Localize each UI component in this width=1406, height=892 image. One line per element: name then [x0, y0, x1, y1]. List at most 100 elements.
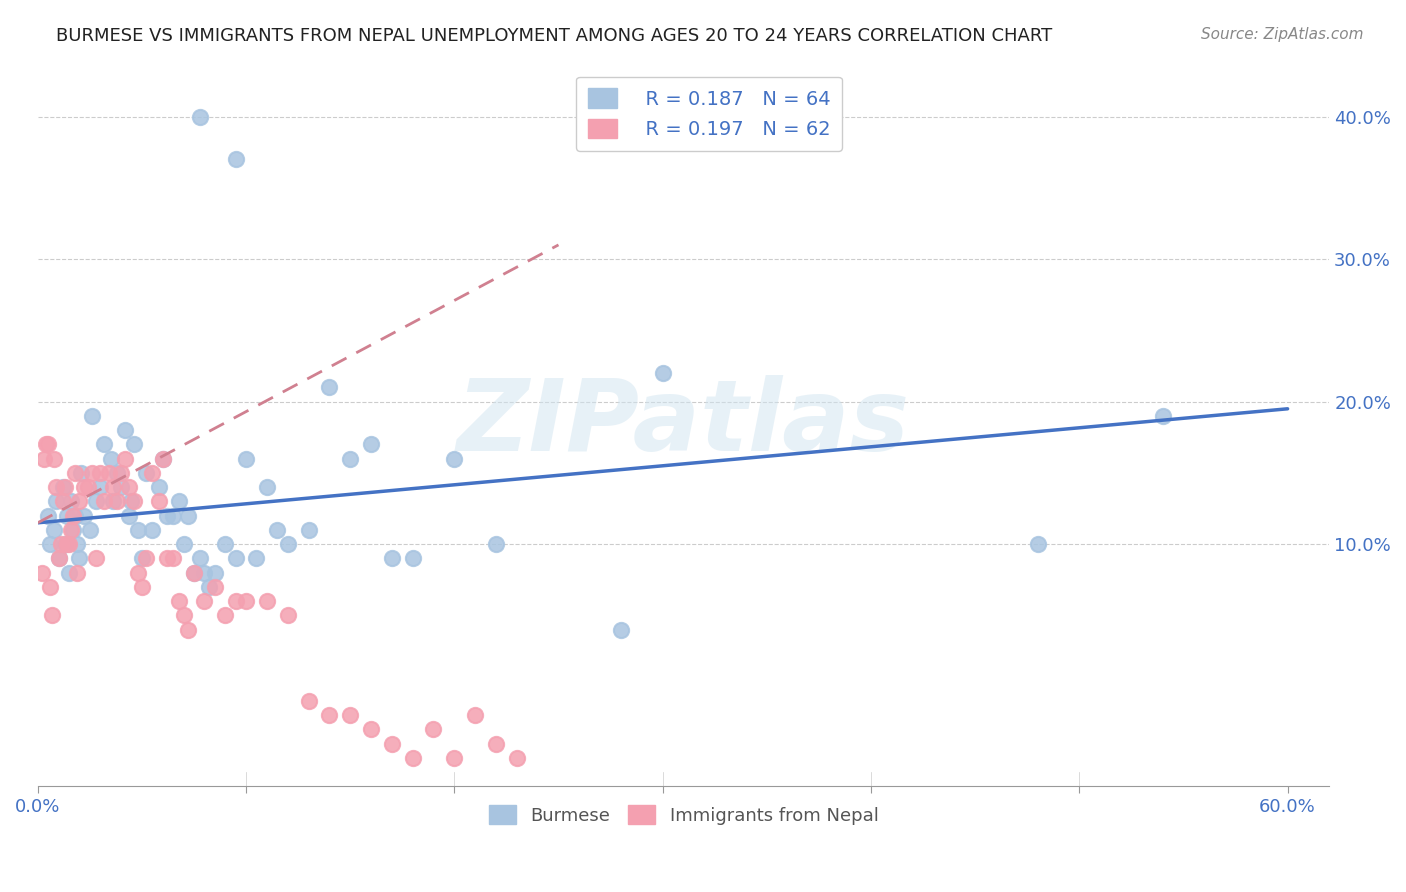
Point — [485, 537, 508, 551]
Point — [148, 480, 170, 494]
Point — [318, 708, 340, 723]
Point — [122, 437, 145, 451]
Point — [188, 110, 211, 124]
Point — [62, 508, 84, 523]
Point — [381, 737, 404, 751]
Point — [63, 508, 86, 523]
Point — [37, 437, 59, 451]
Point — [169, 594, 191, 608]
Point — [105, 466, 128, 480]
Text: ZIPatlas: ZIPatlas — [457, 375, 910, 472]
Point — [339, 708, 361, 723]
Point — [297, 523, 319, 537]
Point — [49, 537, 72, 551]
Point — [45, 480, 67, 494]
Point — [214, 608, 236, 623]
Point — [56, 537, 79, 551]
Point — [422, 723, 444, 737]
Point — [67, 494, 90, 508]
Point — [58, 566, 80, 580]
Point — [141, 523, 163, 537]
Point — [131, 551, 153, 566]
Point — [39, 580, 62, 594]
Point — [339, 451, 361, 466]
Point — [245, 551, 267, 566]
Point — [79, 523, 101, 537]
Point — [84, 494, 107, 508]
Point — [193, 594, 215, 608]
Point — [118, 508, 141, 523]
Text: BURMESE VS IMMIGRANTS FROM NEPAL UNEMPLOYMENT AMONG AGES 20 TO 24 YEARS CORRELAT: BURMESE VS IMMIGRANTS FROM NEPAL UNEMPLO… — [56, 27, 1053, 45]
Point — [48, 551, 70, 566]
Point — [32, 451, 55, 466]
Point — [277, 537, 299, 551]
Point — [176, 508, 198, 523]
Point — [84, 551, 107, 566]
Point — [156, 508, 179, 523]
Point — [225, 551, 247, 566]
Point — [122, 494, 145, 508]
Point — [197, 580, 219, 594]
Point — [402, 751, 425, 765]
Point — [70, 466, 93, 480]
Point — [63, 466, 86, 480]
Point — [610, 623, 633, 637]
Point — [100, 451, 122, 466]
Point — [114, 423, 136, 437]
Point — [256, 594, 278, 608]
Point — [131, 580, 153, 594]
Point — [97, 466, 120, 480]
Point — [402, 551, 425, 566]
Point — [485, 737, 508, 751]
Point — [156, 551, 179, 566]
Point — [204, 566, 226, 580]
Point — [45, 494, 67, 508]
Point — [66, 566, 89, 580]
Point — [141, 466, 163, 480]
Point — [381, 551, 404, 566]
Point — [1152, 409, 1174, 423]
Point — [225, 594, 247, 608]
Point — [152, 451, 174, 466]
Point — [360, 723, 382, 737]
Point — [176, 623, 198, 637]
Point — [44, 451, 66, 466]
Point — [225, 153, 247, 167]
Point — [360, 437, 382, 451]
Point — [66, 537, 89, 551]
Point — [464, 708, 486, 723]
Point — [277, 608, 299, 623]
Point — [256, 480, 278, 494]
Point — [53, 480, 76, 494]
Point — [101, 480, 124, 494]
Text: Source: ZipAtlas.com: Source: ZipAtlas.com — [1201, 27, 1364, 42]
Point — [72, 508, 94, 523]
Point — [52, 494, 75, 508]
Point — [118, 480, 141, 494]
Point — [80, 466, 103, 480]
Point — [80, 409, 103, 423]
Point — [214, 537, 236, 551]
Point — [235, 594, 257, 608]
Point — [39, 537, 62, 551]
Point — [173, 608, 195, 623]
Point — [93, 494, 115, 508]
Point — [193, 566, 215, 580]
Point — [72, 480, 94, 494]
Point — [266, 523, 288, 537]
Point — [76, 480, 98, 494]
Point — [110, 480, 132, 494]
Point — [114, 451, 136, 466]
Point — [35, 437, 58, 451]
Point — [53, 537, 76, 551]
Point — [173, 537, 195, 551]
Point — [101, 494, 124, 508]
Point — [37, 508, 59, 523]
Point — [120, 494, 142, 508]
Point — [89, 466, 111, 480]
Point — [60, 523, 83, 537]
Point — [152, 451, 174, 466]
Point — [135, 466, 157, 480]
Point — [443, 751, 465, 765]
Point — [506, 751, 529, 765]
